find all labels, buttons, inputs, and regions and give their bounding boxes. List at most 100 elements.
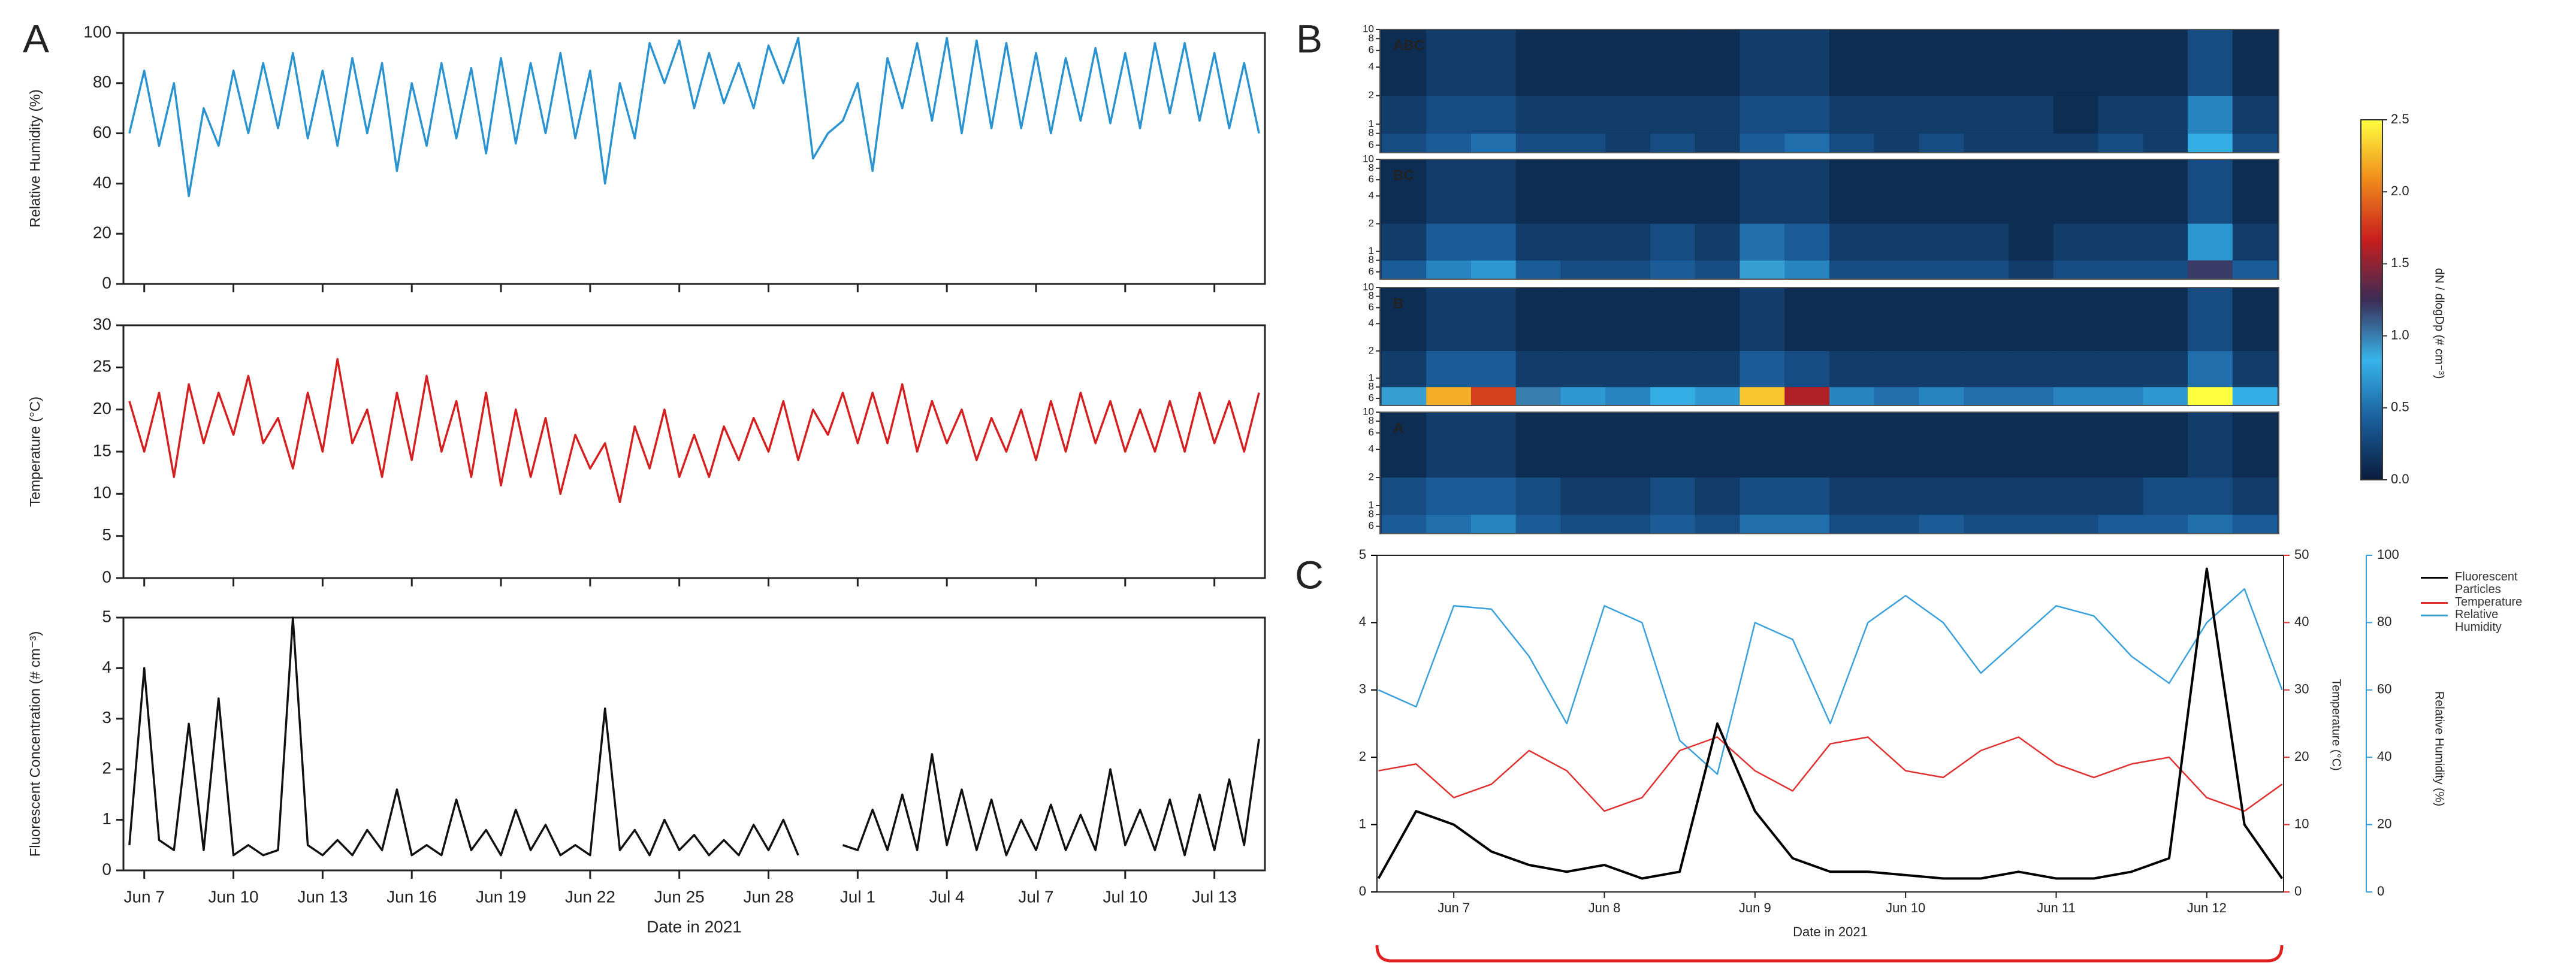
- heatmap-cell: [2098, 95, 2143, 134]
- legend-swatch: [2421, 577, 2448, 579]
- heatmap-cell: [1874, 29, 1920, 96]
- heatmap-cell: [1515, 133, 1561, 153]
- heatmap-cell: [1874, 515, 1920, 534]
- y-tick-label: 80: [93, 72, 111, 91]
- heatmap-cell: [2009, 223, 2054, 261]
- heatmap-cell: [1650, 288, 1696, 351]
- colorbar-tick-label: 2.5: [2391, 111, 2409, 126]
- heatmap-cell: [1650, 387, 1696, 406]
- heatmap-cell: [1650, 477, 1696, 515]
- heatmap-cell: [1964, 260, 2009, 279]
- heatmap-cell: [2188, 350, 2233, 388]
- x-tick-label: Jun 10: [209, 887, 259, 906]
- x-tick-label: Jun 16: [386, 887, 437, 906]
- colorbar: [2360, 119, 2383, 480]
- heatmap-cell: [1381, 159, 1427, 224]
- heatmap-cell: [1560, 387, 1606, 406]
- heatmap-cell: [1605, 95, 1651, 134]
- heatmap-cell: [1964, 223, 2009, 261]
- y-tick-label: 6: [1369, 44, 1374, 56]
- heatmap-cell: [1650, 412, 1696, 478]
- legend-label: Relative Humidity: [2455, 608, 2502, 634]
- heatmap-cell: [1829, 133, 1875, 153]
- heatmap-cell: [1784, 133, 1830, 153]
- heatmap-cell: [2009, 387, 2054, 406]
- legend-entry: Fluorescent Particles: [2421, 571, 2571, 596]
- legend-swatch: [2421, 602, 2448, 604]
- y2-tick-label: 50: [2294, 547, 2309, 562]
- x-tick-label: Jun 22: [565, 887, 615, 906]
- heatmap-cell: [1560, 159, 1606, 224]
- heatmap-cell: [1740, 288, 1785, 351]
- heatmap-cell: [1426, 412, 1472, 478]
- plot-frame: [122, 324, 1266, 579]
- heatmap-cell: [1470, 95, 1517, 134]
- heatmap-cell: [1964, 288, 2009, 351]
- y-axis-label: Temperature (°C): [27, 397, 43, 507]
- heatmap-cell: [1829, 95, 1875, 134]
- heatmap-cell: [1650, 260, 1696, 279]
- y-tick-label: 8: [1369, 509, 1374, 520]
- heatmap-cell: [1650, 29, 1696, 96]
- heatmap-cell: [1740, 387, 1785, 406]
- heatmap-cell: [1515, 387, 1561, 406]
- y-tick-label: 8: [1369, 415, 1374, 427]
- y-tick-label: 3: [1359, 682, 1366, 697]
- heatmap-cell: [2188, 412, 2233, 478]
- heatmap-cell: [1784, 29, 1830, 96]
- heatmap-panel-name: ABC: [1393, 37, 1424, 53]
- colorbar-tick-label: 0.5: [2391, 400, 2409, 415]
- y-tick-label: 1: [1369, 118, 1374, 129]
- y2-tick-label: 0: [2294, 884, 2302, 899]
- heatmap-cell: [1470, 223, 1517, 261]
- heatmap-cell: [2232, 223, 2278, 261]
- heatmap-cell: [1560, 29, 1606, 96]
- heatmap-cell: [1560, 95, 1606, 134]
- heatmap-cell: [2098, 288, 2143, 351]
- y-tick-label: 2: [102, 759, 111, 778]
- heatmap-cell: [1426, 133, 1472, 153]
- heatmap-cell: [1740, 260, 1785, 279]
- heatmap-cell: [2098, 350, 2143, 388]
- heatmap-cell: [2232, 29, 2278, 96]
- heatmap-cell: [1605, 133, 1651, 153]
- y-tick-label: 0: [102, 860, 111, 878]
- heatmap-cell: [1784, 412, 1830, 478]
- heatmap-frame: [1379, 412, 2279, 534]
- heatmap-cell: [1740, 515, 1785, 534]
- heatmap-cell: [1964, 350, 2009, 388]
- heatmap-frame: [1379, 159, 2279, 280]
- heatmap-cell: [1874, 387, 1920, 406]
- legend-entry: Temperature: [2421, 596, 2571, 609]
- heatmap-cell: [2188, 288, 2233, 351]
- heatmap-cell: [1919, 477, 1964, 515]
- heatmap-cell: [2188, 223, 2233, 261]
- y-tick-label: 8: [1369, 127, 1374, 138]
- heatmap-cell: [1605, 260, 1651, 279]
- heatmap-cell: [1605, 412, 1651, 478]
- heatmap-cell: [2232, 477, 2278, 515]
- y3-tick-label: 20: [2377, 816, 2391, 831]
- x-axis-label: Date in 2021: [647, 917, 742, 936]
- y-tick-label: 2: [1369, 89, 1374, 101]
- heatmap-cell: [1695, 387, 1740, 406]
- y-tick-label: 1: [1359, 816, 1366, 831]
- y-tick-label: 20: [93, 223, 111, 242]
- heatmap-cell: [1874, 133, 1920, 153]
- y-tick-label: 0: [1359, 884, 1366, 899]
- colorbar-tick-label: 1.5: [2391, 255, 2409, 270]
- heatmap-cell: [2143, 260, 2188, 279]
- heatmap-cell: [1515, 477, 1561, 515]
- heatmap-cell: [1470, 515, 1517, 534]
- heatmap-cell: [1426, 350, 1472, 388]
- heatmap-cell: [2143, 412, 2188, 478]
- heatmap-cell: [1381, 133, 1427, 153]
- heatmap-cell: [2232, 133, 2278, 153]
- heatmap-cell: [2053, 159, 2099, 224]
- x-tick-label: Jun 7: [123, 887, 165, 906]
- heatmap-cell: [1381, 95, 1427, 134]
- heatmap-cell: [2053, 288, 2099, 351]
- x-tick-label: Jul 10: [1103, 887, 1147, 906]
- heatmap-cell: [1560, 412, 1606, 478]
